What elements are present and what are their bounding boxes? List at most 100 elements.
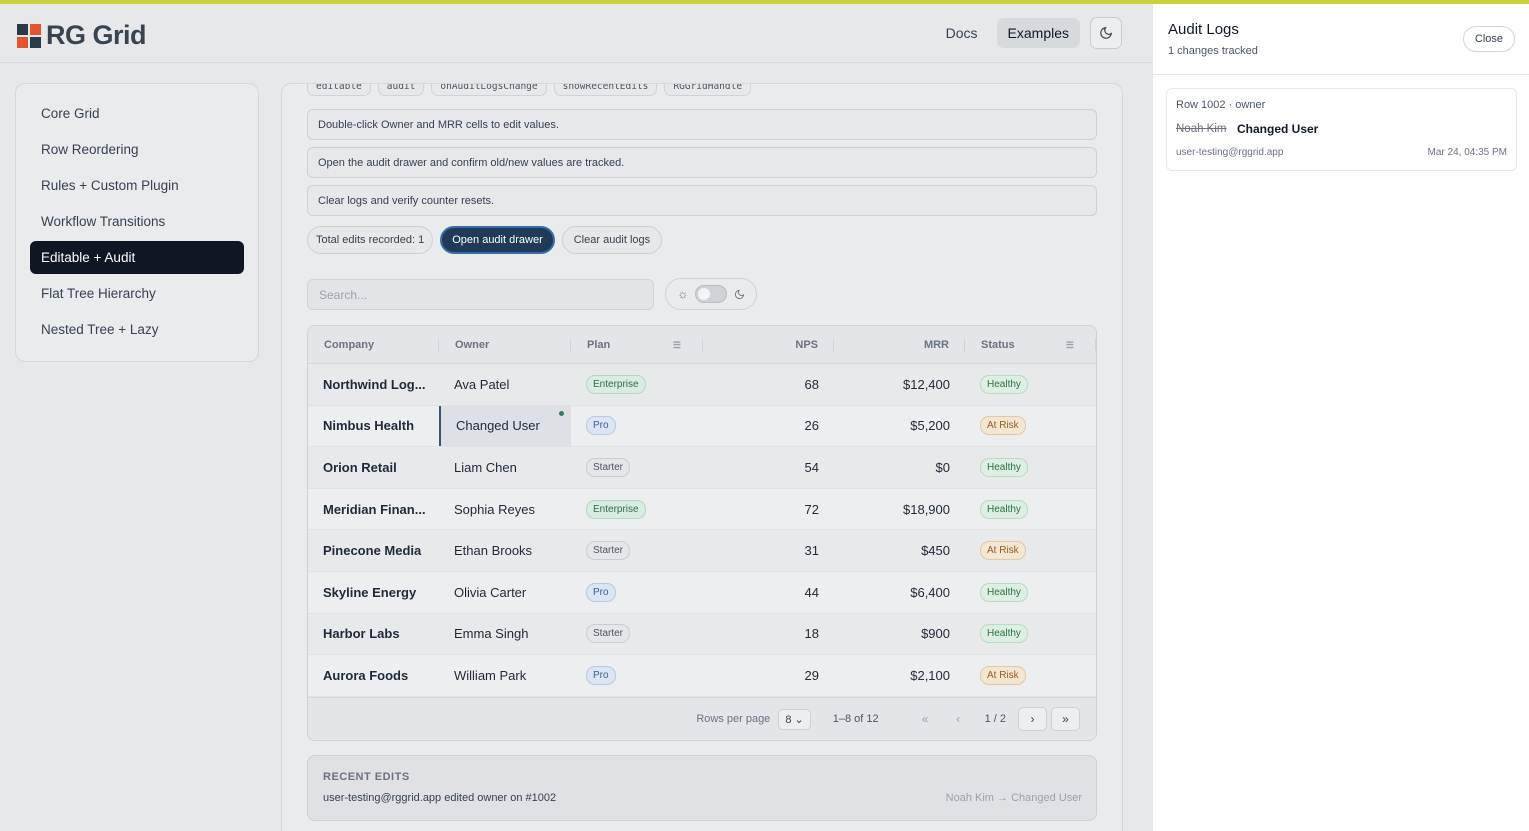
column-header-owner[interactable]: Owner	[439, 326, 571, 363]
sidebar-item-workflow-transitions[interactable]: Workflow Transitions	[41, 214, 166, 229]
table-row[interactable]: Pinecone Media Ethan Brooks Starter 31 $…	[308, 530, 1096, 572]
cell-owner-edited[interactable]: Changed User	[439, 405, 571, 447]
filter-icon[interactable]: ☰	[672, 340, 681, 350]
cell-status[interactable]: Healthy	[965, 614, 1096, 655]
next-page-button[interactable]: ›	[1018, 707, 1047, 731]
column-header-status[interactable]: Status ☰	[965, 326, 1096, 363]
rows-per-page-select[interactable]: 8 ⌄	[778, 708, 811, 730]
search-input[interactable]: Search...	[307, 279, 654, 310]
column-header-label: Plan	[587, 338, 611, 351]
sidebar-item-rules-custom-plugin[interactable]: Rules + Custom Plugin	[41, 178, 179, 193]
cell-company[interactable]: Meridian Finan...	[323, 501, 426, 517]
cell-nps[interactable]: 72	[804, 501, 819, 517]
cell-nps[interactable]: 54	[804, 459, 819, 475]
cell-owner[interactable]: Liam Chen	[454, 459, 517, 475]
cell-plan[interactable]: Pro	[571, 406, 703, 447]
clear-audit-logs-button[interactable]: Clear audit logs	[561, 226, 663, 254]
cell-plan[interactable]: Enterprise	[571, 489, 703, 530]
chevrons-right-icon: »	[1062, 712, 1069, 726]
cell-mrr[interactable]: $2,100	[910, 667, 950, 683]
page-indicator: 1 / 2	[984, 713, 1006, 725]
first-page-button[interactable]: «	[911, 707, 940, 731]
cell-status[interactable]: Healthy	[965, 447, 1096, 488]
cell-mrr[interactable]: $5,200	[910, 418, 950, 434]
nav-docs[interactable]: Docs	[945, 25, 978, 41]
table-row[interactable]: Northwind Log... Ava Patel Enterprise 68…	[308, 364, 1096, 406]
chevron-left-icon: ‹	[956, 712, 961, 726]
logo-text: RG Grid	[46, 20, 147, 50]
table-row[interactable]: Meridian Finan... Sophia Reyes Enterpris…	[308, 489, 1096, 531]
cell-company[interactable]: Nimbus Health	[323, 418, 415, 434]
cell-nps[interactable]: 44	[804, 584, 819, 600]
cell-status[interactable]: At Risk	[965, 406, 1096, 447]
status-badge: Healthy	[980, 624, 1028, 644]
grid-theme-toggle[interactable]: ☼	[665, 278, 757, 310]
cell-owner[interactable]: Ethan Brooks	[454, 543, 533, 559]
grid-header: Company Owner Plan ☰ NPS MRR Status ☰	[308, 326, 1096, 364]
drawer-title: Audit Logs	[1168, 21, 1239, 38]
filter-icon[interactable]: ☰	[1065, 340, 1074, 350]
cell-company[interactable]: Northwind Log...	[323, 376, 426, 392]
cell-plan[interactable]: Pro	[571, 655, 703, 696]
cell-status[interactable]: At Risk	[965, 530, 1096, 571]
prev-page-button[interactable]: ‹	[944, 707, 973, 731]
cell-status[interactable]: At Risk	[965, 655, 1096, 696]
recent-edits-title: RECENT EDITS	[323, 771, 410, 783]
cell-mrr[interactable]: $450	[921, 543, 950, 559]
column-header-plan[interactable]: Plan ☰	[571, 326, 703, 363]
cell-owner[interactable]: William Park	[454, 667, 527, 683]
cell-nps[interactable]: 18	[804, 626, 819, 642]
open-audit-drawer-button[interactable]: Open audit drawer	[440, 226, 555, 254]
cell-company[interactable]: Skyline Energy	[323, 584, 417, 600]
close-drawer-button[interactable]: Close	[1462, 26, 1515, 52]
cell-owner[interactable]: Olivia Carter	[454, 584, 527, 600]
theme-toggle-button[interactable]	[1090, 17, 1122, 49]
cell-mrr[interactable]: $900	[921, 626, 950, 642]
table-row[interactable]: Nimbus Health Changed User Pro 26 $5,200…	[308, 405, 1096, 448]
column-header-company[interactable]: Company	[308, 326, 439, 363]
cell-owner[interactable]: Ava Patel	[454, 376, 510, 392]
logo[interactable]: RG Grid	[17, 20, 147, 51]
sidebar-item-flat-tree-hierarchy[interactable]: Flat Tree Hierarchy	[41, 286, 156, 301]
sidebar-item-core-grid[interactable]: Core Grid	[41, 106, 100, 121]
last-page-button[interactable]: »	[1051, 707, 1080, 731]
rows-per-page-label: Rows per page	[696, 713, 771, 725]
cell-plan[interactable]: Pro	[571, 572, 703, 613]
cell-mrr[interactable]: $12,400	[903, 376, 950, 392]
sidebar-item-editable-audit[interactable]: Editable + Audit	[30, 241, 244, 274]
cell-company[interactable]: Pinecone Media	[323, 543, 422, 559]
cell-mrr[interactable]: $6,400	[910, 584, 950, 600]
table-row[interactable]: Harbor Labs Emma Singh Starter 18 $900 H…	[308, 613, 1096, 656]
cell-status[interactable]: Healthy	[965, 489, 1096, 530]
column-header-nps[interactable]: NPS	[703, 326, 834, 363]
drawer-header: Audit Logs 1 changes tracked Close	[1153, 4, 1529, 75]
cell-status[interactable]: Healthy	[965, 364, 1096, 405]
column-header-mrr[interactable]: MRR	[834, 326, 965, 363]
cell-nps[interactable]: 29	[804, 667, 819, 683]
sidebar-item-row-reordering[interactable]: Row Reordering	[41, 142, 139, 157]
theme-switch[interactable]	[694, 285, 727, 303]
column-header-label: Status	[981, 338, 1015, 351]
cell-plan[interactable]: Starter	[571, 614, 703, 655]
cell-nps[interactable]: 31	[804, 543, 819, 559]
cell-nps[interactable]: 68	[804, 376, 819, 392]
cell-company[interactable]: Aurora Foods	[323, 667, 409, 683]
cell-owner[interactable]: Emma Singh	[454, 626, 529, 642]
cell-mrr[interactable]: $0	[935, 459, 950, 475]
cell-mrr[interactable]: $18,900	[903, 501, 950, 517]
cell-owner[interactable]: Sophia Reyes	[454, 501, 535, 517]
table-row[interactable]: Aurora Foods William Park Pro 29 $2,100 …	[308, 655, 1096, 697]
cell-nps[interactable]: 26	[804, 418, 819, 434]
recent-edits-panel: RECENT EDITS user-testing@rggrid.app edi…	[307, 755, 1097, 821]
nav-examples[interactable]: Examples	[996, 18, 1080, 48]
cell-company[interactable]: Harbor Labs	[323, 626, 400, 642]
cell-status[interactable]: Healthy	[965, 572, 1096, 613]
sidebar-item-nested-tree-lazy[interactable]: Nested Tree + Lazy	[41, 322, 159, 337]
table-row[interactable]: Skyline Energy Olivia Carter Pro 44 $6,4…	[308, 572, 1096, 614]
cell-plan[interactable]: Starter	[571, 530, 703, 571]
plan-badge: Starter	[586, 541, 631, 561]
table-row[interactable]: Orion Retail Liam Chen Starter 54 $0 Hea…	[308, 447, 1096, 489]
cell-plan[interactable]: Starter	[571, 447, 703, 488]
cell-plan[interactable]: Enterprise	[571, 364, 703, 405]
cell-company[interactable]: Orion Retail	[323, 459, 397, 475]
